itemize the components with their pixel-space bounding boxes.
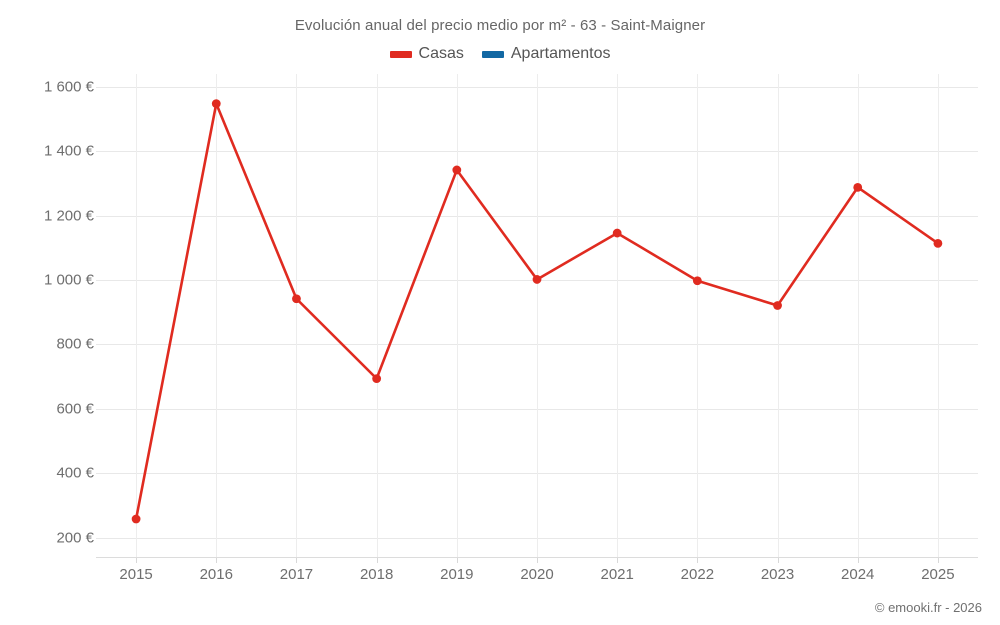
gridline-vertical <box>456 74 458 557</box>
data-point-marker[interactable] <box>452 165 462 175</box>
data-point-marker[interactable] <box>372 374 382 384</box>
legend-item-casas[interactable]: Casas <box>389 45 464 63</box>
x-axis-tick-mark <box>697 557 699 563</box>
legend-swatch-icon <box>481 50 504 58</box>
y-axis-tick-label: 800 € <box>56 335 94 353</box>
gridline-vertical <box>376 74 378 557</box>
x-axis-tick-label: 2024 <box>841 566 875 583</box>
y-axis-tick-label: 1 000 € <box>43 271 94 289</box>
data-point-marker[interactable] <box>292 294 301 304</box>
x-axis-tick-label: 2017 <box>279 566 314 583</box>
legend-label: Apartamentos <box>510 45 611 62</box>
gridline-vertical <box>697 74 699 557</box>
gridline-vertical <box>857 74 859 557</box>
data-point-marker[interactable] <box>612 228 622 238</box>
data-point-marker[interactable] <box>131 514 141 524</box>
x-axis-tick-label: 2020 <box>520 566 554 583</box>
x-axis-tick-mark <box>617 557 619 563</box>
gridline-vertical <box>136 74 138 557</box>
x-axis-tick-mark <box>777 557 779 563</box>
chart-title: Evolución anual del precio medio por m² … <box>294 17 706 34</box>
y-axis-tick-label: 400 € <box>56 464 94 482</box>
legend-item-apartamentos[interactable]: Apartamentos <box>481 45 611 63</box>
x-axis-tick-mark <box>857 557 859 563</box>
gridline-vertical <box>537 74 538 557</box>
vertical-gridlines <box>96 74 978 557</box>
gridline-vertical <box>617 74 619 557</box>
legend-swatch-icon <box>389 50 412 58</box>
x-axis-tick-mark <box>537 557 538 563</box>
x-axis-tick-label: 2016 <box>199 566 233 583</box>
x-axis-tick-label: 2025 <box>921 566 955 583</box>
series-layer <box>131 99 943 524</box>
x-axis-tick-label: 2022 <box>680 566 715 583</box>
y-axis-tick-label: 1 400 € <box>43 142 94 160</box>
plot-area <box>96 74 978 557</box>
data-point-marker[interactable] <box>692 276 702 286</box>
legend-label: Casas <box>418 45 464 62</box>
data-point-marker[interactable] <box>532 275 542 284</box>
gridline-vertical <box>937 74 939 557</box>
x-axis-tick-label: 2018 <box>359 566 394 583</box>
data-point-marker[interactable] <box>211 99 221 109</box>
x-axis-tick-mark <box>937 557 939 563</box>
x-axis-line <box>96 557 978 558</box>
y-axis-tick-label: 200 € <box>56 529 94 547</box>
x-axis-tick-label: 2023 <box>760 566 795 583</box>
x-axis-tick-mark <box>136 557 138 563</box>
gridline-vertical <box>777 74 779 557</box>
footer-credit: © emooki.fr - 2026 <box>874 600 982 615</box>
x-axis-tick-mark <box>376 557 378 563</box>
gridline-vertical <box>296 74 298 557</box>
x-axis-tick-label: 2015 <box>119 566 153 583</box>
data-point-marker[interactable] <box>773 301 782 310</box>
y-axis-tick-label: 1 600 € <box>43 78 94 96</box>
data-point-marker[interactable] <box>933 238 943 248</box>
y-axis-tick-label: 1 200 € <box>43 207 94 225</box>
x-axis-tick-mark <box>456 557 458 563</box>
y-axis-tick-label: 600 € <box>56 400 94 418</box>
chart-legend: Casas Apartamentos <box>0 45 1000 63</box>
x-axis-tick-label: 2019 <box>440 566 474 583</box>
x-axis-tick-mark <box>216 557 218 563</box>
data-point-marker[interactable] <box>853 182 863 192</box>
x-axis-tick-label: 2021 <box>600 566 634 583</box>
x-axis-tick-mark <box>296 557 298 563</box>
series-line-casas <box>134 102 940 521</box>
gridline-vertical <box>216 74 218 557</box>
